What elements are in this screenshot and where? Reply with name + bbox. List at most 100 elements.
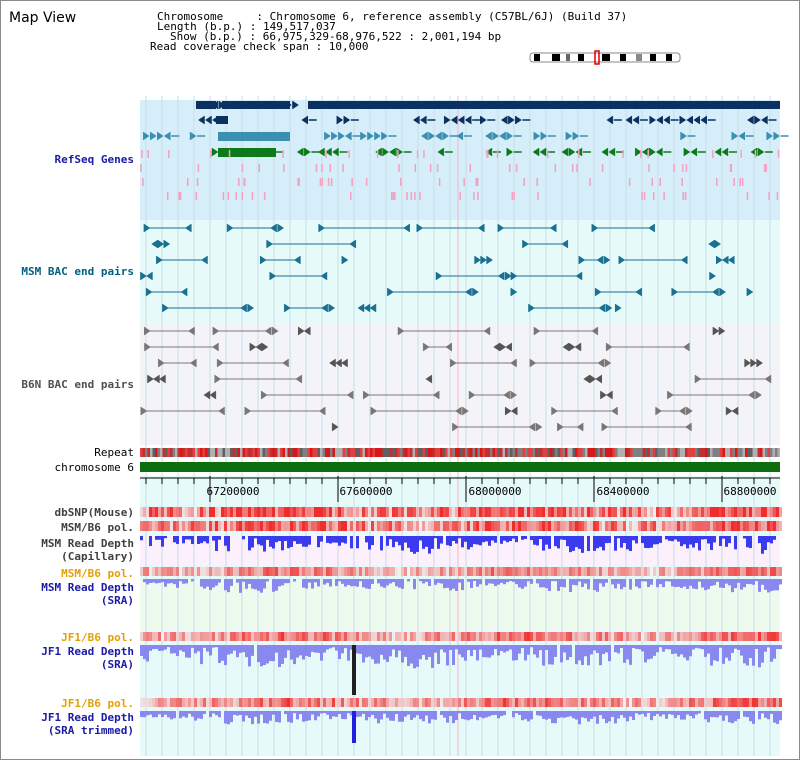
bac-end (282, 358, 289, 368)
refseq-genes-track[interactable] (140, 100, 789, 200)
bac-end (497, 223, 505, 233)
depth-bar (380, 711, 383, 720)
repeat-block (740, 448, 743, 457)
chromosome-ideogram[interactable] (529, 50, 681, 65)
pol-cell (140, 698, 143, 707)
bac-end (557, 422, 564, 432)
depth-bar (548, 645, 551, 665)
gene-tick (330, 178, 333, 186)
bac-end (510, 287, 518, 297)
pol-cell (188, 507, 191, 517)
depth-bar (449, 579, 452, 591)
b6n-bac-label[interactable]: B6N BAC end pairs (21, 378, 134, 391)
pol-cell (572, 632, 575, 641)
depth-bar (290, 711, 293, 723)
repeat-block (265, 448, 268, 457)
pol-cell (170, 521, 173, 531)
pol-cell (269, 632, 272, 641)
repeat-block (247, 448, 250, 457)
repeat-block (237, 448, 240, 457)
depth-bar (503, 645, 506, 653)
pol-cell (767, 507, 770, 517)
pol-cell (629, 698, 632, 707)
pol-cell (656, 521, 659, 531)
depth-bar (491, 536, 494, 541)
msm-bac-pairs-track[interactable] (140, 223, 754, 313)
pol-cell (371, 567, 374, 576)
pol-cell (551, 632, 554, 641)
depth-bar (278, 536, 281, 542)
refseq-genes-label[interactable]: RefSeq Genes (54, 153, 134, 166)
depth-bar (158, 536, 161, 540)
bac-end (510, 390, 518, 400)
msm-sra-depth-label[interactable]: MSM Read Depth (41, 581, 134, 594)
depth-bar (644, 536, 647, 548)
repeat-block (320, 448, 323, 457)
pol-cell (248, 521, 251, 531)
msm-b6-pol-label-2[interactable]: MSM/B6 pol. (61, 567, 134, 580)
pol-cell (632, 521, 635, 531)
jf1-trimmed-depth-label[interactable]: JF1 Read Depth (41, 711, 134, 724)
depth-bar (419, 645, 422, 660)
pol-cell (779, 698, 782, 707)
depth-bar (491, 579, 494, 584)
pol-cell (548, 632, 551, 641)
pol-cell (377, 567, 380, 576)
pol-cell (467, 521, 470, 531)
msm-b6-pol-label-1[interactable]: MSM/B6 pol. (61, 521, 134, 534)
pol-cell (671, 567, 674, 576)
depth-bar (734, 711, 737, 722)
depth-bar (659, 536, 662, 543)
depth-bar (428, 579, 431, 586)
repeat-block (435, 448, 438, 457)
depth-bar (452, 536, 455, 541)
depth-bar (701, 579, 704, 588)
pol-cell (182, 507, 185, 517)
repeat-block (602, 448, 605, 457)
repeat-block (157, 448, 160, 457)
depth-bar (656, 579, 659, 588)
depth-bar (767, 645, 770, 648)
depth-bar (521, 645, 524, 648)
depth-bar (398, 711, 401, 722)
pol-cell (221, 521, 224, 531)
pol-cell (509, 567, 512, 576)
pol-cell (719, 632, 722, 641)
pol-cell (179, 507, 182, 517)
gene-arrow (211, 100, 219, 110)
pol-cell (371, 521, 374, 531)
depth-bar (200, 579, 203, 587)
depth-bar (314, 579, 317, 583)
bac-end (144, 326, 151, 336)
pol-cell (530, 632, 533, 641)
pol-cell (683, 632, 686, 641)
pol-cell (686, 521, 689, 531)
msm-capillary-depth-label[interactable]: MSM Read Depth (41, 537, 134, 550)
jf1-b6-pol-label-2[interactable]: JF1/B6 pol. (61, 697, 134, 710)
gene-arrow (439, 100, 447, 110)
depth-bar (464, 645, 467, 661)
depth-bar (155, 579, 158, 584)
depth-bar (704, 711, 707, 720)
pol-cell (497, 632, 500, 641)
depth-bar (701, 536, 704, 540)
jf1-sra-depth-label[interactable]: JF1 Read Depth (41, 645, 134, 658)
gene-tick (329, 164, 331, 172)
depth-bar (779, 579, 782, 585)
depth-bar (236, 711, 239, 716)
pol-cell (710, 521, 713, 531)
pol-cell (140, 521, 143, 531)
depth-bar (767, 579, 770, 593)
depth-bar (245, 579, 248, 589)
gene-tick (641, 192, 643, 200)
msm-bac-label[interactable]: MSM BAC end pairs (21, 265, 134, 278)
dbsnp-label[interactable]: dbSNP(Mouse) (54, 506, 134, 519)
jf1-b6-pol-label-1[interactable]: JF1/B6 pol. (61, 631, 134, 644)
pol-cell (308, 567, 311, 576)
repeat-block (295, 448, 298, 457)
pol-cell (191, 698, 194, 707)
pol-cell (152, 698, 155, 707)
b6n-bac-pairs-track[interactable] (140, 326, 772, 432)
pol-cell (503, 567, 506, 576)
